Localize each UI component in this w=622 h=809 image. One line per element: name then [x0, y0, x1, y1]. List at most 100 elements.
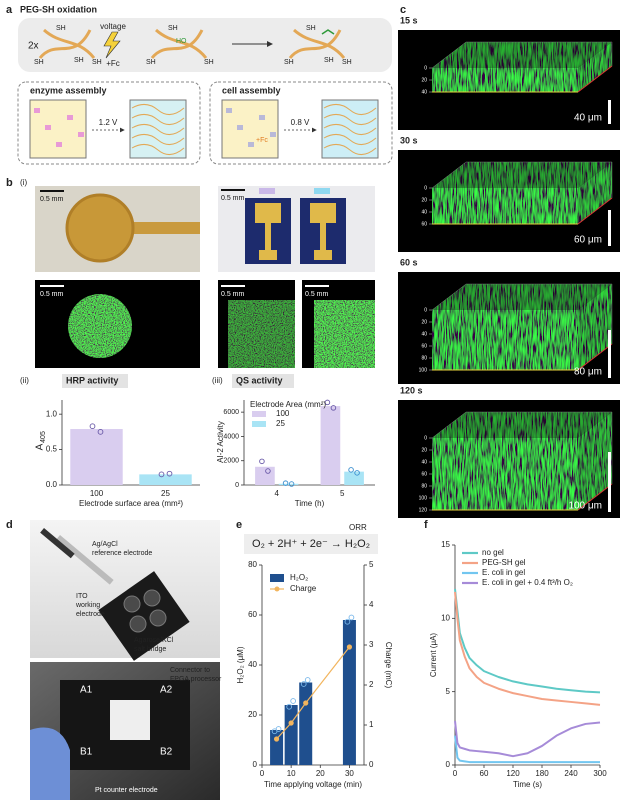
y-tick-label: 0.0: [46, 480, 58, 489]
y2-tick-label: 2: [369, 680, 374, 689]
legend-swatch: [274, 586, 280, 592]
thiol-label: SH: [324, 57, 334, 64]
y2-tick-label: 1: [369, 720, 374, 729]
replicate-point: [290, 698, 296, 704]
electrode-lead: [320, 223, 326, 253]
electrode-label: salt bridge: [134, 646, 166, 653]
replicate-point: [286, 703, 292, 710]
gel-fiber: [323, 134, 377, 145]
bar: [255, 466, 275, 485]
x-tick-label: 240: [564, 769, 578, 778]
stimulus-label: voltage: [100, 22, 126, 31]
gel-fiber: [323, 124, 377, 135]
depth-tick-label: 0: [424, 307, 427, 313]
y-tick-label: 20: [248, 710, 257, 719]
electrode-pad: [310, 203, 336, 223]
bar: [342, 620, 356, 765]
legend-label: H₂O₂: [290, 573, 308, 582]
replicate-point: [275, 726, 282, 732]
gel-fiber: [131, 124, 185, 135]
well: [149, 609, 167, 627]
replicate-point: [330, 405, 337, 411]
gel-side: [578, 412, 612, 510]
device: [98, 571, 190, 661]
y2-tick-label: 3: [369, 640, 374, 649]
replicate-point: [97, 429, 104, 435]
well: [143, 589, 161, 607]
x-axis-label: Time applying voltage (min): [264, 780, 362, 789]
port-label: A1: [80, 685, 93, 696]
series-line: [454, 735, 600, 764]
gel-fiber: [323, 114, 377, 125]
fluorescence-area: [314, 300, 375, 368]
gel-fiber: [323, 144, 377, 155]
electrode-label: electrode: [76, 611, 105, 618]
legend-label: E. coli in gel + 0.4 ft³/h O₂: [482, 578, 573, 587]
charge-point: [303, 700, 309, 706]
depth-tick-label: 40: [421, 209, 427, 215]
gel-fiber: [131, 144, 185, 155]
y-tick-label: 80: [248, 560, 257, 569]
x-tick-label: 300: [593, 769, 607, 778]
electrode-pad: [259, 250, 277, 260]
port-label: B2: [160, 747, 173, 758]
legend-label: 25: [276, 419, 285, 428]
replicate-point: [304, 677, 311, 683]
thiol-label: SH: [146, 59, 156, 66]
electrode-lead: [125, 222, 200, 234]
replicate-point: [166, 470, 173, 477]
y-tick-label: 6000: [223, 409, 239, 416]
gel-outline: [431, 161, 613, 198]
panel-label: b: [6, 177, 13, 189]
scale-bar-label: 80 μm: [574, 367, 602, 378]
y2-tick-label: 5: [369, 560, 374, 569]
scale-bar: [608, 210, 611, 246]
enzyme-icon: [248, 142, 254, 147]
legend-swatch: [252, 411, 266, 417]
title-badge: [232, 374, 294, 388]
reference-electrode: [40, 527, 75, 559]
gel-outline: [431, 283, 613, 344]
y-axis-label: H₂O₂ (μM): [236, 646, 245, 683]
sublabel: (i): [20, 178, 27, 187]
thiol-label: SH: [284, 59, 294, 66]
x-axis-label: Electrode surface area (mm²): [79, 499, 183, 508]
series-line: [454, 588, 601, 694]
equation-box: [244, 534, 378, 554]
sublabel: (iii): [212, 376, 223, 385]
polymer: [43, 28, 96, 59]
y-tick-label: 0: [446, 760, 451, 769]
electrode-label: ITO: [76, 593, 88, 600]
depth-tick-label: 20: [421, 319, 427, 325]
reaction-label: ORR: [349, 523, 367, 532]
replicate-point: [348, 614, 355, 621]
scale-bar-label: 100 μm: [568, 501, 602, 512]
scale-bar: [608, 330, 611, 378]
y-tick-label: 10: [441, 613, 450, 622]
legend-label: no gel: [482, 548, 504, 557]
replicate-point: [158, 471, 165, 478]
gel-top: [432, 412, 612, 438]
replicate-point: [89, 423, 96, 430]
depth-tick-label: 40: [421, 331, 427, 337]
assembly-box: [209, 81, 393, 165]
y-edge: [577, 343, 613, 371]
assembly-box: [17, 81, 201, 165]
scale-bar-label: 0.5 mm: [221, 291, 245, 298]
depth-tick-label: 80: [421, 483, 427, 489]
y2-tick-label: 4: [369, 600, 374, 609]
assembly-title: cell assembly: [222, 85, 281, 95]
electrode-label: Pt counter electrode: [95, 787, 158, 794]
bar: [70, 429, 123, 485]
x-tick-label: 5: [340, 489, 345, 498]
time-label: 120 s: [400, 385, 423, 395]
multiplier: 2x: [28, 41, 39, 52]
thiol-label: SH: [306, 25, 316, 32]
polymer: [288, 29, 342, 60]
y-tick-label: 2000: [223, 458, 239, 465]
x-tick-label: 25: [161, 489, 170, 498]
bar: [270, 730, 284, 765]
enzyme-icon: [226, 108, 232, 113]
enzyme-icon: [259, 115, 265, 120]
